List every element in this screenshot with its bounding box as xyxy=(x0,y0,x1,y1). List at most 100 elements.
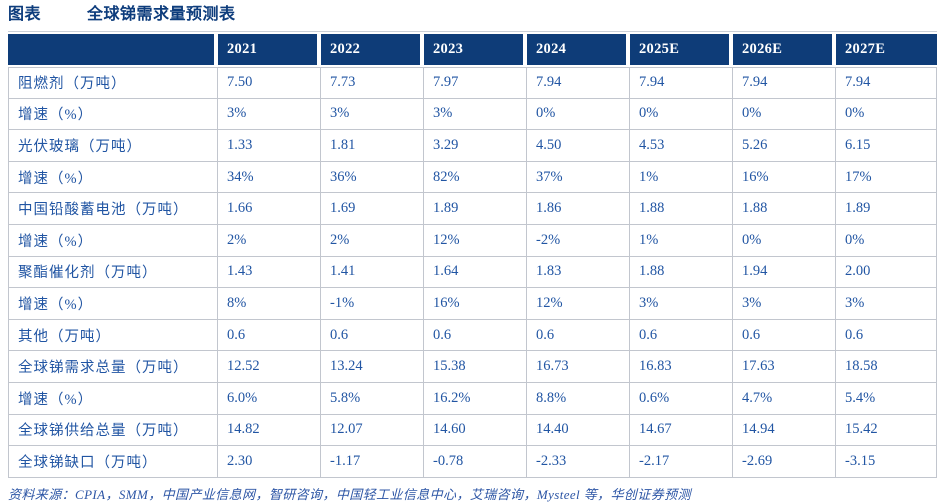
row-value: 3% xyxy=(424,98,527,131)
source-note: 资料来源：CPIA，SMM，中国产业信息网，智研咨询，中国轻工业信息中心，艾瑞咨… xyxy=(8,486,691,502)
row-value: 2.30 xyxy=(218,446,321,478)
table-row: 增速（%） 2% 2% 12% -2% 1% 0% 0% xyxy=(8,224,937,257)
row-value: 5.4% xyxy=(836,382,937,415)
row-value: 16.2% xyxy=(424,382,527,415)
row-value: 12.52 xyxy=(218,351,321,383)
table-row: 中国铅酸蓄电池（万吨） 1.66 1.69 1.89 1.86 1.88 1.88 1.89 xyxy=(8,193,937,225)
row-label: 增速（%） xyxy=(8,98,218,131)
row-value: 4.50 xyxy=(527,130,630,162)
row-value: 12% xyxy=(424,224,527,257)
row-value: 0.6 xyxy=(321,319,424,352)
row-value: 4.53 xyxy=(630,130,733,162)
row-value: -1% xyxy=(321,288,424,320)
row-value: 6.15 xyxy=(836,130,937,162)
row-value: 1.89 xyxy=(836,193,937,225)
row-value: 0% xyxy=(836,224,937,257)
table-row: 全球锑供给总量（万吨） 14.82 12.07 14.60 14.40 14.67 14.9… xyxy=(8,414,937,447)
row-value: 14.60 xyxy=(424,414,527,447)
table-row: 光伏玻璃（万吨） 1.33 1.81 3.29 4.50 4.53 5.26 6.15 xyxy=(8,130,937,162)
row-value: 1.88 xyxy=(630,193,733,225)
row-value: 1.94 xyxy=(733,256,836,289)
row-value: 1.83 xyxy=(527,256,630,289)
row-value: 2% xyxy=(218,224,321,257)
row-value: 1.88 xyxy=(733,193,836,225)
row-value: 1.64 xyxy=(424,256,527,289)
row-value: 4.7% xyxy=(733,382,836,415)
row-value: 17.63 xyxy=(733,351,836,383)
row-value: 17% xyxy=(836,161,937,194)
row-value: 1% xyxy=(630,161,733,194)
row-value: 36% xyxy=(321,161,424,194)
row-value: 14.67 xyxy=(630,414,733,447)
row-value: 0% xyxy=(527,98,630,131)
row-value: 1.86 xyxy=(527,193,630,225)
row-label: 全球锑供给总量（万吨） xyxy=(8,414,218,447)
row-value: 0.6 xyxy=(424,319,527,352)
row-value: 1% xyxy=(630,224,733,257)
row-value: -2.17 xyxy=(630,446,733,478)
row-value: -0.78 xyxy=(424,446,527,478)
row-value: 2% xyxy=(321,224,424,257)
row-value: 7.97 xyxy=(424,67,527,99)
row-value: 0.6 xyxy=(527,319,630,352)
row-label: 其他（万吨） xyxy=(8,319,218,352)
row-value: 12% xyxy=(527,288,630,320)
row-label: 阻燃剂（万吨） xyxy=(8,67,218,99)
row-value: 14.40 xyxy=(527,414,630,447)
row-value: 1.69 xyxy=(321,193,424,225)
row-value: 13.24 xyxy=(321,351,424,383)
column-header-empty xyxy=(8,34,218,67)
row-value: 7.50 xyxy=(218,67,321,99)
row-value: 0.6 xyxy=(630,319,733,352)
table-row: 聚酯催化剂（万吨） 1.43 1.41 1.64 1.83 1.88 1.94 2.00 xyxy=(8,256,937,289)
row-value: 8% xyxy=(218,288,321,320)
table-row: 全球锑缺口（万吨） 2.30 -1.17 -0.78 -2.33 -2.17 -2.69 -3… xyxy=(8,446,937,478)
row-value: 1.66 xyxy=(218,193,321,225)
table-header-row: 2021 2022 2023 2024 2025E 2026E 2027E xyxy=(8,34,937,67)
row-label: 增速（%） xyxy=(8,288,218,320)
row-value: 1.81 xyxy=(321,130,424,162)
row-value: 15.38 xyxy=(424,351,527,383)
row-value: 16.83 xyxy=(630,351,733,383)
title-text: 全球锑需求量预测表 xyxy=(87,6,236,23)
row-value: 5.8% xyxy=(321,382,424,415)
column-header-2022: 2022 xyxy=(321,34,424,67)
row-value: -1.17 xyxy=(321,446,424,478)
row-value: -2% xyxy=(527,224,630,257)
row-value: 15.42 xyxy=(836,414,937,447)
row-label: 光伏玻璃（万吨） xyxy=(8,130,218,162)
title-prefix: 图表 xyxy=(8,6,42,23)
row-value: 0% xyxy=(836,98,937,131)
row-value: 0% xyxy=(630,98,733,131)
row-value: 37% xyxy=(527,161,630,194)
row-value: 3.29 xyxy=(424,130,527,162)
column-header-2024: 2024 xyxy=(527,34,630,67)
row-label: 全球锑缺口（万吨） xyxy=(8,446,218,478)
row-value: 7.94 xyxy=(836,67,937,99)
row-value: 14.94 xyxy=(733,414,836,447)
column-header-2027e: 2027E xyxy=(836,34,937,67)
row-value: 7.94 xyxy=(527,67,630,99)
row-label: 聚酯催化剂（万吨） xyxy=(8,256,218,289)
row-value: 16% xyxy=(424,288,527,320)
forecast-table: 2021 2022 2023 2024 2025E 2026E 2027E 阻燃… xyxy=(8,34,937,478)
row-value: -3.15 xyxy=(836,446,937,478)
page-title: 图表 全球锑需求量预测表 xyxy=(8,4,937,26)
row-value: 1.43 xyxy=(218,256,321,289)
table-row: 增速（%） 34% 36% 82% 37% 1% 16% 17% xyxy=(8,161,937,194)
row-value: 82% xyxy=(424,161,527,194)
row-value: 0% xyxy=(733,224,836,257)
row-label: 增速（%） xyxy=(8,224,218,257)
row-value: -2.33 xyxy=(527,446,630,478)
row-value: 1.88 xyxy=(630,256,733,289)
table-body: 阻燃剂（万吨） 7.50 7.73 7.97 7.94 7.94 7.94 7.94 增速（%）… xyxy=(8,67,937,478)
row-value: 34% xyxy=(218,161,321,194)
row-value: 0.6 xyxy=(733,319,836,352)
row-value: 3% xyxy=(321,98,424,131)
row-value: 7.73 xyxy=(321,67,424,99)
row-value: 7.94 xyxy=(733,67,836,99)
table-row: 增速（%） 6.0% 5.8% 16.2% 8.8% 0.6% 4.7% 5.4% xyxy=(8,382,937,415)
table-row: 其他（万吨） 0.6 0.6 0.6 0.6 0.6 0.6 0.6 xyxy=(8,319,937,352)
table-row: 增速（%） 3% 3% 3% 0% 0% 0% 0% xyxy=(8,98,937,131)
